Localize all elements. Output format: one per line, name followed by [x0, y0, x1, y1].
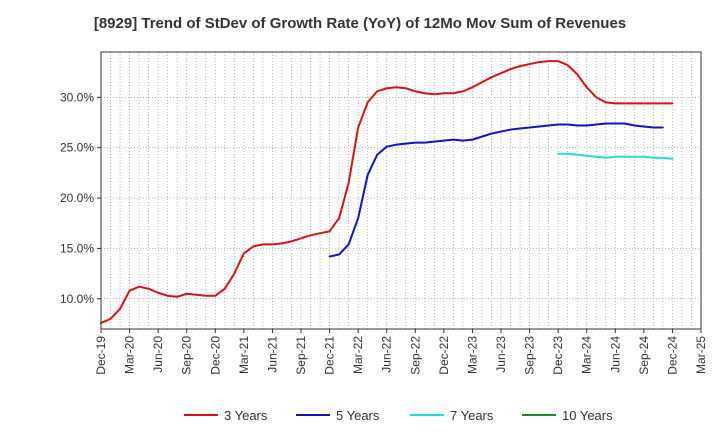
grid-layer: [101, 52, 701, 329]
legend-label: 3 Years: [224, 408, 268, 423]
x-tick-label: Sep-22: [408, 336, 422, 375]
x-tick-label: Mar-21: [237, 336, 251, 374]
chart-title: [8929] Trend of StDev of Growth Rate (Yo…: [94, 15, 626, 32]
x-tick-label: Jun-24: [608, 336, 622, 373]
legend: 3 Years 5 Years 7 Years 10 Years: [184, 408, 613, 423]
x-tick-label: Sep-23: [523, 336, 537, 375]
x-tick-label: Dec-22: [437, 336, 451, 375]
series-line-5-years: [328, 122, 664, 258]
x-tick-label: Sep-20: [180, 336, 194, 375]
x-tick-label: Mar-24: [580, 336, 594, 374]
legend-label: 5 Years: [336, 408, 380, 423]
x-tick-label: Jun-20: [151, 336, 165, 373]
legend-label: 7 Years: [450, 408, 494, 423]
x-tick-label: Mar-22: [351, 336, 365, 374]
x-tick-label: Dec-23: [551, 336, 565, 375]
plot-border: [100, 51, 702, 330]
y-tick-label: 15.0%: [60, 241, 94, 255]
x-tick-label: Sep-24: [637, 336, 651, 375]
x-tick-label: Dec-19: [94, 336, 108, 375]
x-tick-label: Mar-25: [694, 336, 708, 374]
x-tick-label: Dec-20: [208, 336, 222, 375]
axis-layer: 10.0% 15.0% 20.0% 25.0% 30.0% Dec-19 Mar-20 Jun…: [60, 90, 708, 374]
x-tick-label: Jun-23: [494, 336, 508, 373]
y-tick-label: 30.0%: [60, 90, 94, 104]
x-tick-label: Sep-21: [294, 336, 308, 375]
x-tick-label: Mar-20: [123, 336, 137, 374]
plot-area: [101, 52, 701, 329]
x-tick-label: Jun-21: [265, 336, 279, 373]
series-line-3-years: [100, 60, 674, 324]
x-tick-label: Jun-22: [380, 336, 394, 373]
y-tick-label: 25.0%: [60, 141, 94, 155]
y-tick-label: 10.0%: [60, 292, 94, 306]
series-layer: [100, 60, 674, 324]
series-line-7-years: [557, 152, 674, 160]
x-tick-label: Mar-23: [465, 336, 479, 374]
legend-label: 10 Years: [562, 408, 613, 423]
x-tick-label: Dec-24: [665, 336, 679, 375]
x-tick-label: Dec-21: [323, 336, 337, 375]
y-tick-label: 20.0%: [60, 191, 94, 205]
